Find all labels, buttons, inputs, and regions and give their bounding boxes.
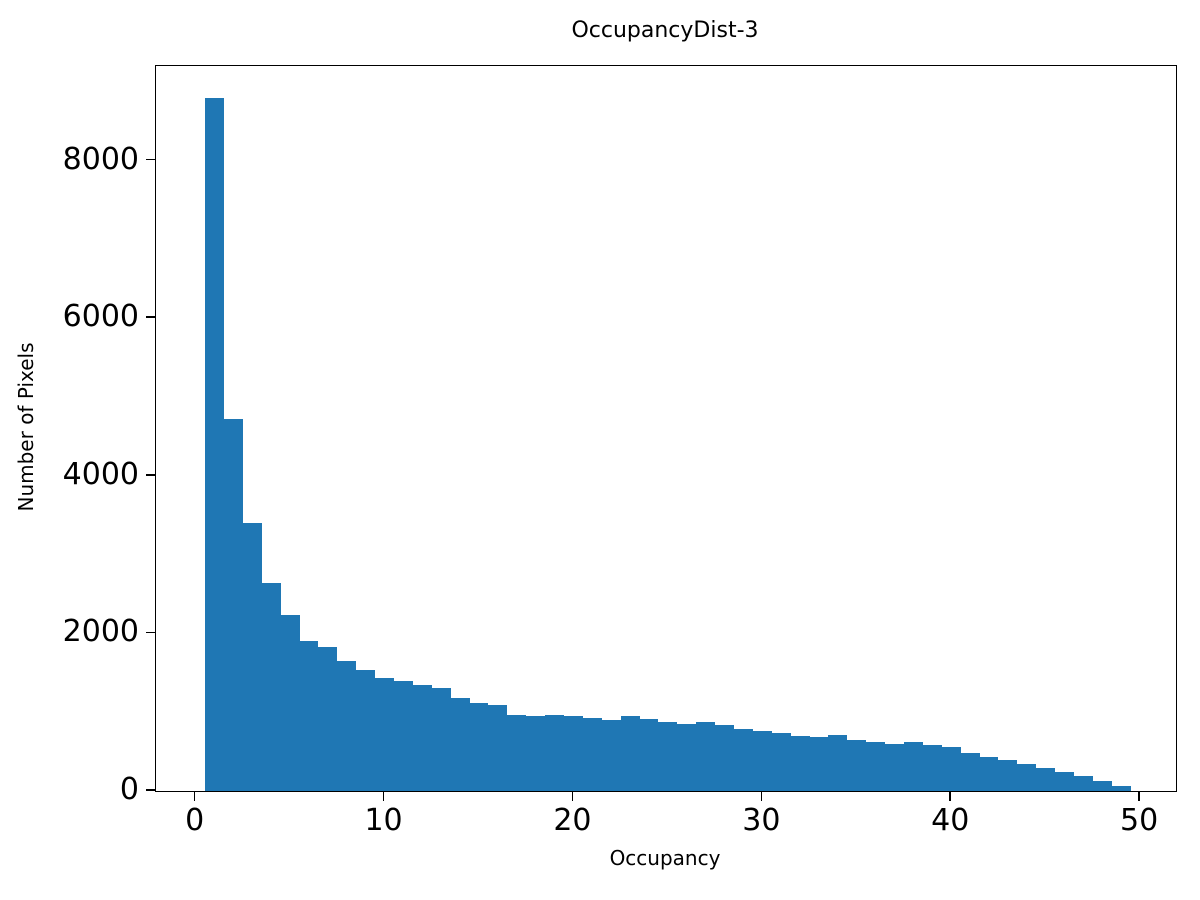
x-axis-label: Occupancy xyxy=(609,846,721,870)
x-tick-label: 10 xyxy=(364,803,403,838)
histogram-bar xyxy=(885,743,904,791)
x-tick-label: 0 xyxy=(185,803,205,838)
x-tick-mark xyxy=(949,791,951,801)
histogram-bar xyxy=(375,678,394,791)
histogram-bar xyxy=(356,669,376,791)
histogram-bar xyxy=(205,97,224,791)
histogram-bar xyxy=(620,716,640,791)
y-tick-label: 0 xyxy=(119,772,139,807)
histogram-bars xyxy=(156,66,1176,791)
histogram-bar xyxy=(601,720,621,791)
histogram-bar xyxy=(1055,772,1074,791)
x-tick-label: 50 xyxy=(1120,803,1159,838)
histogram-bar xyxy=(545,714,564,791)
y-tick-mark xyxy=(146,631,155,634)
histogram-bar xyxy=(998,760,1018,791)
x-tick-mark xyxy=(193,791,196,801)
histogram-bar xyxy=(922,745,942,791)
histogram-bar xyxy=(394,681,413,791)
histogram-bar xyxy=(828,735,848,791)
histogram-bar xyxy=(564,716,583,791)
histogram-bar xyxy=(469,702,489,791)
y-tick-mark xyxy=(146,316,155,318)
histogram-bar xyxy=(752,731,772,791)
histogram-bar xyxy=(242,523,262,791)
x-tick-mark xyxy=(571,791,574,801)
histogram-bar xyxy=(261,582,281,791)
histogram-bar xyxy=(790,735,810,791)
histogram-bar xyxy=(280,615,300,791)
histogram-bar xyxy=(677,724,697,791)
y-tick-mark xyxy=(146,474,155,476)
histogram-bar xyxy=(507,715,527,791)
histogram-bar xyxy=(1036,768,1056,791)
histogram-bar xyxy=(1074,776,1093,791)
y-tick-mark xyxy=(146,158,155,161)
histogram-bar xyxy=(412,685,432,791)
y-tick-label: 4000 xyxy=(62,456,139,492)
histogram-bar xyxy=(715,724,734,791)
histogram-bar xyxy=(960,753,980,791)
x-tick-mark xyxy=(760,791,763,801)
histogram-bar xyxy=(809,736,829,791)
histogram-bar xyxy=(224,419,243,791)
x-tick-label: 30 xyxy=(742,803,781,838)
histogram-bar xyxy=(450,698,470,791)
x-tick-mark xyxy=(382,791,385,801)
histogram-bar xyxy=(734,728,753,791)
histogram-bar xyxy=(979,757,999,791)
y-tick-label: 6000 xyxy=(62,299,139,335)
x-tick-mark xyxy=(1138,791,1140,801)
y-tick-label: 8000 xyxy=(62,141,139,177)
histogram-bar xyxy=(431,687,451,791)
x-tick-label: 20 xyxy=(553,803,592,838)
y-tick-label: 2000 xyxy=(62,614,139,650)
histogram-bar xyxy=(658,722,678,791)
chart-title: OccupancyDist-3 xyxy=(571,18,759,43)
histogram-bar xyxy=(904,742,923,791)
histogram-bar xyxy=(866,742,886,791)
histogram-bar xyxy=(941,746,961,791)
y-tick-mark xyxy=(146,789,155,791)
histogram-bar xyxy=(488,705,508,791)
histogram-bar xyxy=(1092,780,1112,791)
x-tick-label: 40 xyxy=(931,803,970,838)
plot-area xyxy=(155,65,1177,792)
histogram-bar xyxy=(526,716,546,791)
histogram-bar xyxy=(299,641,319,791)
histogram-bar xyxy=(696,721,716,791)
histogram-bar xyxy=(582,717,602,791)
histogram-bar xyxy=(318,646,338,791)
histogram-bar xyxy=(1017,764,1037,791)
histogram-bar xyxy=(1111,786,1131,791)
histogram-bar xyxy=(337,660,357,791)
histogram-bar xyxy=(771,733,791,791)
histogram-bar xyxy=(847,739,867,791)
histogram-bar xyxy=(639,719,659,791)
